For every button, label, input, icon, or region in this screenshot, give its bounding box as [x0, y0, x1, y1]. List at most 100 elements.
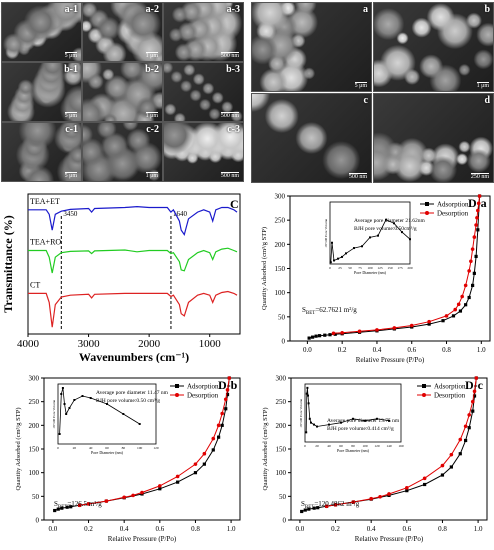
bet-x-tick-label: 0.8	[442, 346, 451, 354]
panel-b-scale-bar: 5 μm	[354, 82, 367, 89]
bet-data-point	[131, 493, 135, 498]
bet-inset-point	[306, 386, 309, 389]
bet-pore-info: BJH pore volume:0.50cm³/g	[354, 226, 417, 232]
ftir-x-tick-label: 4000	[17, 338, 40, 350]
bet-legend-label: Desorption	[437, 210, 469, 218]
bet-data-point	[441, 319, 445, 323]
bet-inset-point	[106, 403, 108, 405]
bet-data-point	[451, 314, 456, 318]
ftir-x-axis-label: Wavenumbers (cm⁻¹)	[79, 350, 189, 363]
bet-y-tick-label: 200	[275, 241, 286, 249]
bet-data-point	[223, 397, 228, 402]
bet-data-point	[474, 223, 478, 227]
bet-y-tick-label: 200	[29, 422, 40, 430]
bet-inset-frame	[304, 383, 402, 443]
bet-inset-point	[337, 257, 339, 260]
bet-data-point	[307, 336, 311, 340]
bet-inset-point	[122, 413, 125, 415]
bet-data-point	[458, 309, 463, 313]
panel-a-tile-label: b-2	[145, 64, 159, 75]
panel-b-sem-image-c: c 500 nm	[251, 93, 372, 183]
bet-y-tick-label: 250	[275, 217, 286, 225]
panel-b-tile-label: c	[363, 95, 368, 106]
panel-a-tile-label: b-3	[226, 64, 240, 75]
bet-data-point	[86, 502, 91, 506]
panel-a-scale-bar: 5 μm	[64, 112, 77, 119]
bet-isotherm-chart-d-b: 0.0 0.2 0.4 0.6 0.8 1.0050100150200250300Rela…	[15, 375, 241, 543]
bet-data-point	[470, 247, 475, 251]
bet-legend-marker	[425, 202, 429, 206]
bet-inset-tick-label: 150	[387, 266, 393, 270]
bet-data-point	[427, 322, 431, 326]
bet-inset-point	[331, 241, 333, 244]
bet-y-tick-label: 0	[282, 338, 286, 346]
bet-data-point	[122, 495, 126, 500]
bet-legend-label: Desorption	[434, 392, 466, 400]
panel-a-sem-image-a-2: a-2 1 μm	[82, 2, 163, 62]
bet-data-point	[300, 509, 304, 514]
ftir-x-tick-label: 3000	[78, 338, 101, 350]
bet-surface-area: SBET=62.7621 m²/g	[302, 306, 357, 316]
bet-legend-label: Adsorption	[434, 383, 466, 391]
bet-inset-point	[329, 261, 332, 264]
ftir-y-axis-label: Transmittance (%)	[1, 215, 15, 312]
bet-inset-tick-label: 50	[348, 266, 352, 270]
bet-data-point	[405, 486, 409, 490]
bet-inset-tick-label: 20	[73, 446, 77, 450]
bet-data-point	[331, 331, 336, 336]
bet-x-tick-label: 0.2	[338, 346, 347, 354]
bet-data-point	[472, 235, 477, 239]
bet-data-point	[220, 411, 224, 416]
bet-data-point	[460, 294, 464, 299]
bet-data-point	[340, 330, 344, 335]
bet-data-point	[53, 508, 57, 513]
bet-data-point	[69, 505, 73, 509]
bet-x-axis-label: Relative Pressure (P/Po)	[356, 356, 425, 364]
panel-a-tile-label: a-3	[226, 4, 240, 15]
bet-inset-point	[385, 218, 387, 221]
bet-inset-tick-label: 75	[358, 266, 362, 270]
bet-legend-marker	[422, 384, 426, 388]
panel-a-scale-bar: 500 nm	[220, 112, 239, 119]
bet-x-tick-label: 0.6	[155, 525, 164, 533]
panel-a-sem-image-b-2: b-2 1 μm	[82, 62, 163, 122]
bet-data-point	[193, 471, 198, 475]
bet-data-point	[317, 334, 322, 338]
bet-x-tick-label: 0.4	[373, 346, 382, 354]
bet-y-tick-label: 0	[36, 517, 40, 525]
bet-inset-point	[89, 397, 92, 399]
bet-inset-tick-label: 0	[57, 446, 59, 450]
panel-a-scale-bar: 1 μm	[145, 52, 158, 59]
bet-data-point	[458, 437, 463, 442]
bet-y-tick-label: 300	[29, 375, 40, 383]
panel-a-scale-bar: 500 nm	[220, 172, 239, 179]
bet-y-tick-label: 100	[275, 289, 286, 297]
bet-legend-label: Desorption	[187, 392, 219, 400]
bet-x-axis-label: Relative Pressure (P/Po)	[355, 535, 424, 543]
bet-data-point	[464, 303, 468, 307]
bet-inset-point	[376, 417, 378, 420]
bet-inset-tick-label: 175	[397, 266, 403, 270]
bet-data-point	[324, 504, 329, 509]
bet-y-tick-label: 300	[275, 193, 286, 201]
bet-inset-point	[377, 234, 379, 237]
bet-inset-point	[313, 423, 315, 426]
bet-inset-tick-label: 200	[407, 266, 413, 270]
bet-pore-info: Average pore diameter 21.62nm	[354, 218, 425, 224]
panel-a-sem-image-b-1: b-1 5 μm	[1, 62, 82, 122]
bet-data-point	[312, 506, 316, 510]
panel-a-tile-label: c-2	[146, 124, 159, 135]
bet-data-point	[387, 492, 391, 496]
panel-b-tile-label: b	[484, 4, 490, 15]
bet-data-point	[458, 452, 462, 456]
bet-data-point	[217, 435, 221, 439]
bet-x-tick-label: 0.2	[331, 525, 340, 533]
bet-inset-tick-label: 20	[315, 444, 319, 448]
bet-y-tick-label: 300	[276, 375, 287, 383]
bet-data-point	[104, 499, 109, 503]
ftir-x-tick-label: 2000	[138, 338, 161, 350]
bet-inset-tick-label: 100	[362, 444, 368, 448]
bet-isotherm-chart-d-a: 0.0 0.2 0.4 0.6 0.8 1.0050100150200250300Rela…	[261, 193, 491, 364]
bet-y-tick-label: 50	[279, 493, 287, 501]
panel-b-scale-bar: 500 nm	[348, 173, 367, 180]
